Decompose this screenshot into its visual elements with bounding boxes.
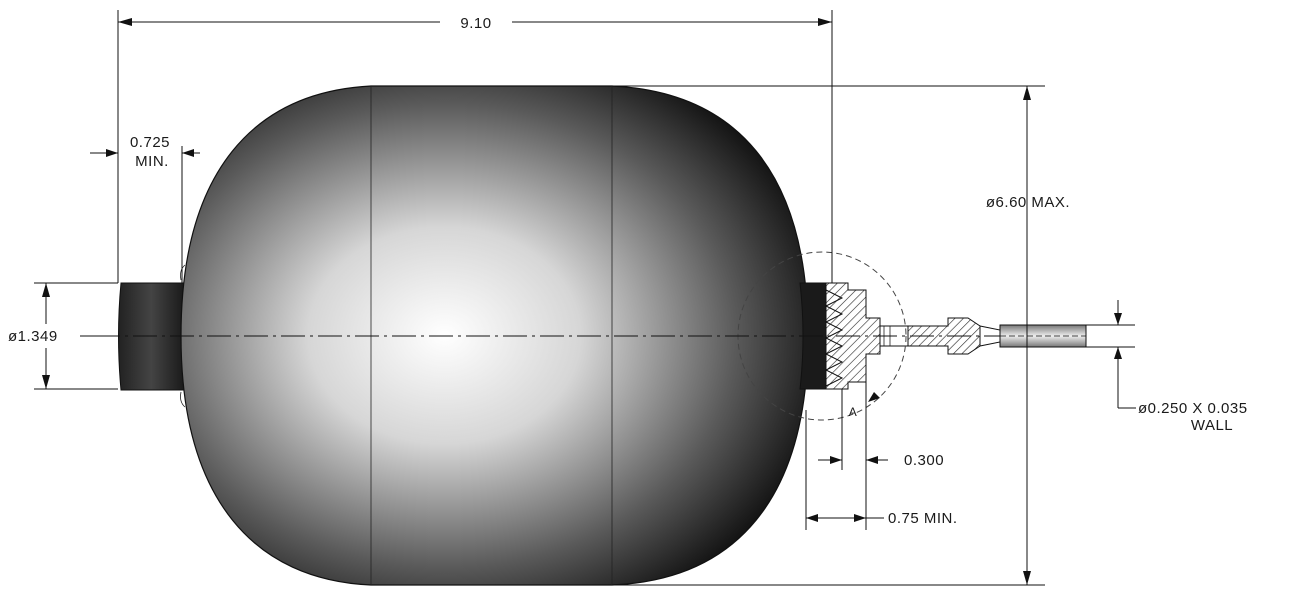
port-offset-value: 0.725 [130, 134, 170, 151]
tube-spec-leader [1086, 300, 1136, 409]
detail-arrow-icon [868, 392, 880, 402]
tube-spec-line2: WALL [1191, 417, 1233, 434]
overall-length-dimension [117, 10, 833, 283]
overall-length-label: 9.10 [460, 15, 491, 32]
detail-label-a: A [849, 405, 858, 419]
tube-spec-line1: ø0.250 X 0.035 [1138, 400, 1248, 417]
tube [999, 324, 1087, 348]
shell-diameter-dimension [612, 85, 1045, 586]
accumulator-shell [180, 85, 809, 586]
shell-diameter-label: ø6.60 MAX. [986, 194, 1070, 211]
fitting-gap-dimension [818, 382, 888, 470]
port-offset-dimension [90, 146, 200, 283]
port-diameter-dimension [34, 282, 118, 390]
port-diameter-label: ø1.349 [8, 328, 58, 345]
fitting-length-dimension [805, 410, 884, 530]
port-offset-note: MIN. [135, 153, 169, 170]
fitting-length-label: 0.75 MIN. [888, 510, 958, 527]
fitting-gap-label: 0.300 [904, 452, 944, 469]
